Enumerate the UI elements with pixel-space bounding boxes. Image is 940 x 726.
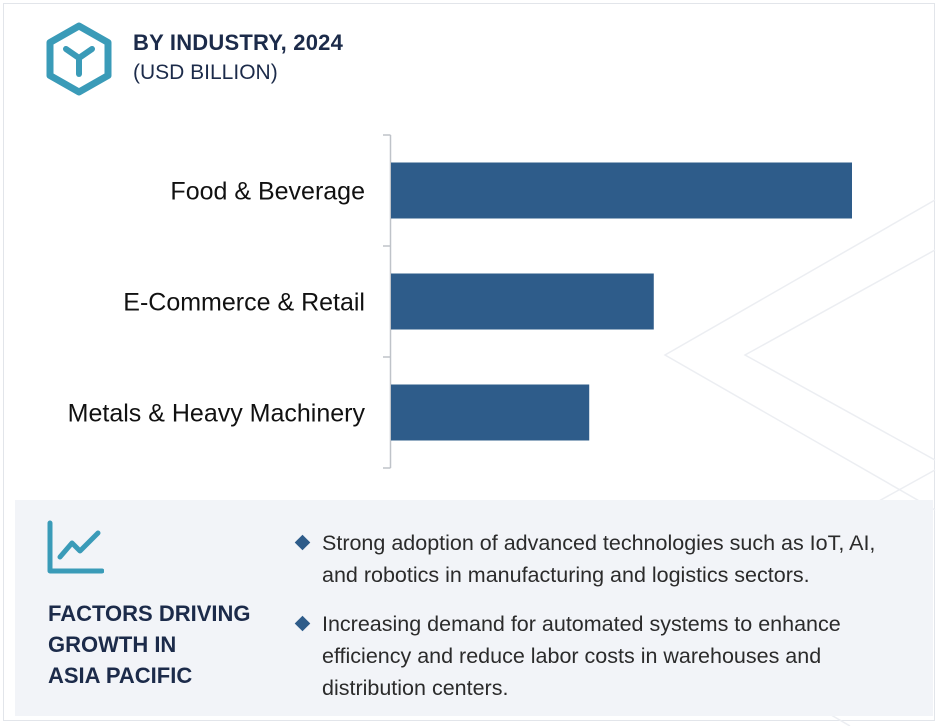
- factors-title-line: FACTORS DRIVING: [48, 601, 251, 626]
- factors-list: Strong adoption of advanced technologies…: [294, 527, 916, 721]
- factor-bullet: Strong adoption of advanced technologies…: [294, 527, 916, 591]
- factors-title-line: GROWTH IN: [48, 632, 177, 657]
- bar: [391, 273, 654, 330]
- chart-title: BY INDUSTRY, 2024: [133, 30, 344, 55]
- category-label: Food & Beverage: [170, 178, 365, 206]
- bar-chart: Food & Beverage E-Commerce & Retail Metals…: [68, 134, 852, 469]
- category-label: E-Commerce & Retail: [123, 289, 365, 317]
- factors-title: FACTORS DRIVING GROWTH IN ASIA PACIFIC: [48, 598, 288, 691]
- factor-bullet: Increasing demand for automated systems …: [294, 608, 916, 704]
- factors-title-line: ASIA PACIFIC: [48, 663, 193, 688]
- factors-panel: [15, 500, 933, 716]
- category-label: Metals & Heavy Machinery: [68, 400, 366, 428]
- factor-text: Increasing demand for automated systems …: [322, 612, 841, 700]
- factor-text: Strong adoption of advanced technologies…: [322, 531, 876, 587]
- chart-subtitle: (USD BILLION): [133, 61, 278, 84]
- bar: [391, 384, 590, 441]
- cube-logo-icon: [46, 22, 112, 96]
- diamond-bullet-icon: [294, 534, 311, 551]
- diamond-bullet-icon: [294, 615, 311, 632]
- bar: [391, 162, 852, 219]
- line-chart-icon: [47, 520, 104, 574]
